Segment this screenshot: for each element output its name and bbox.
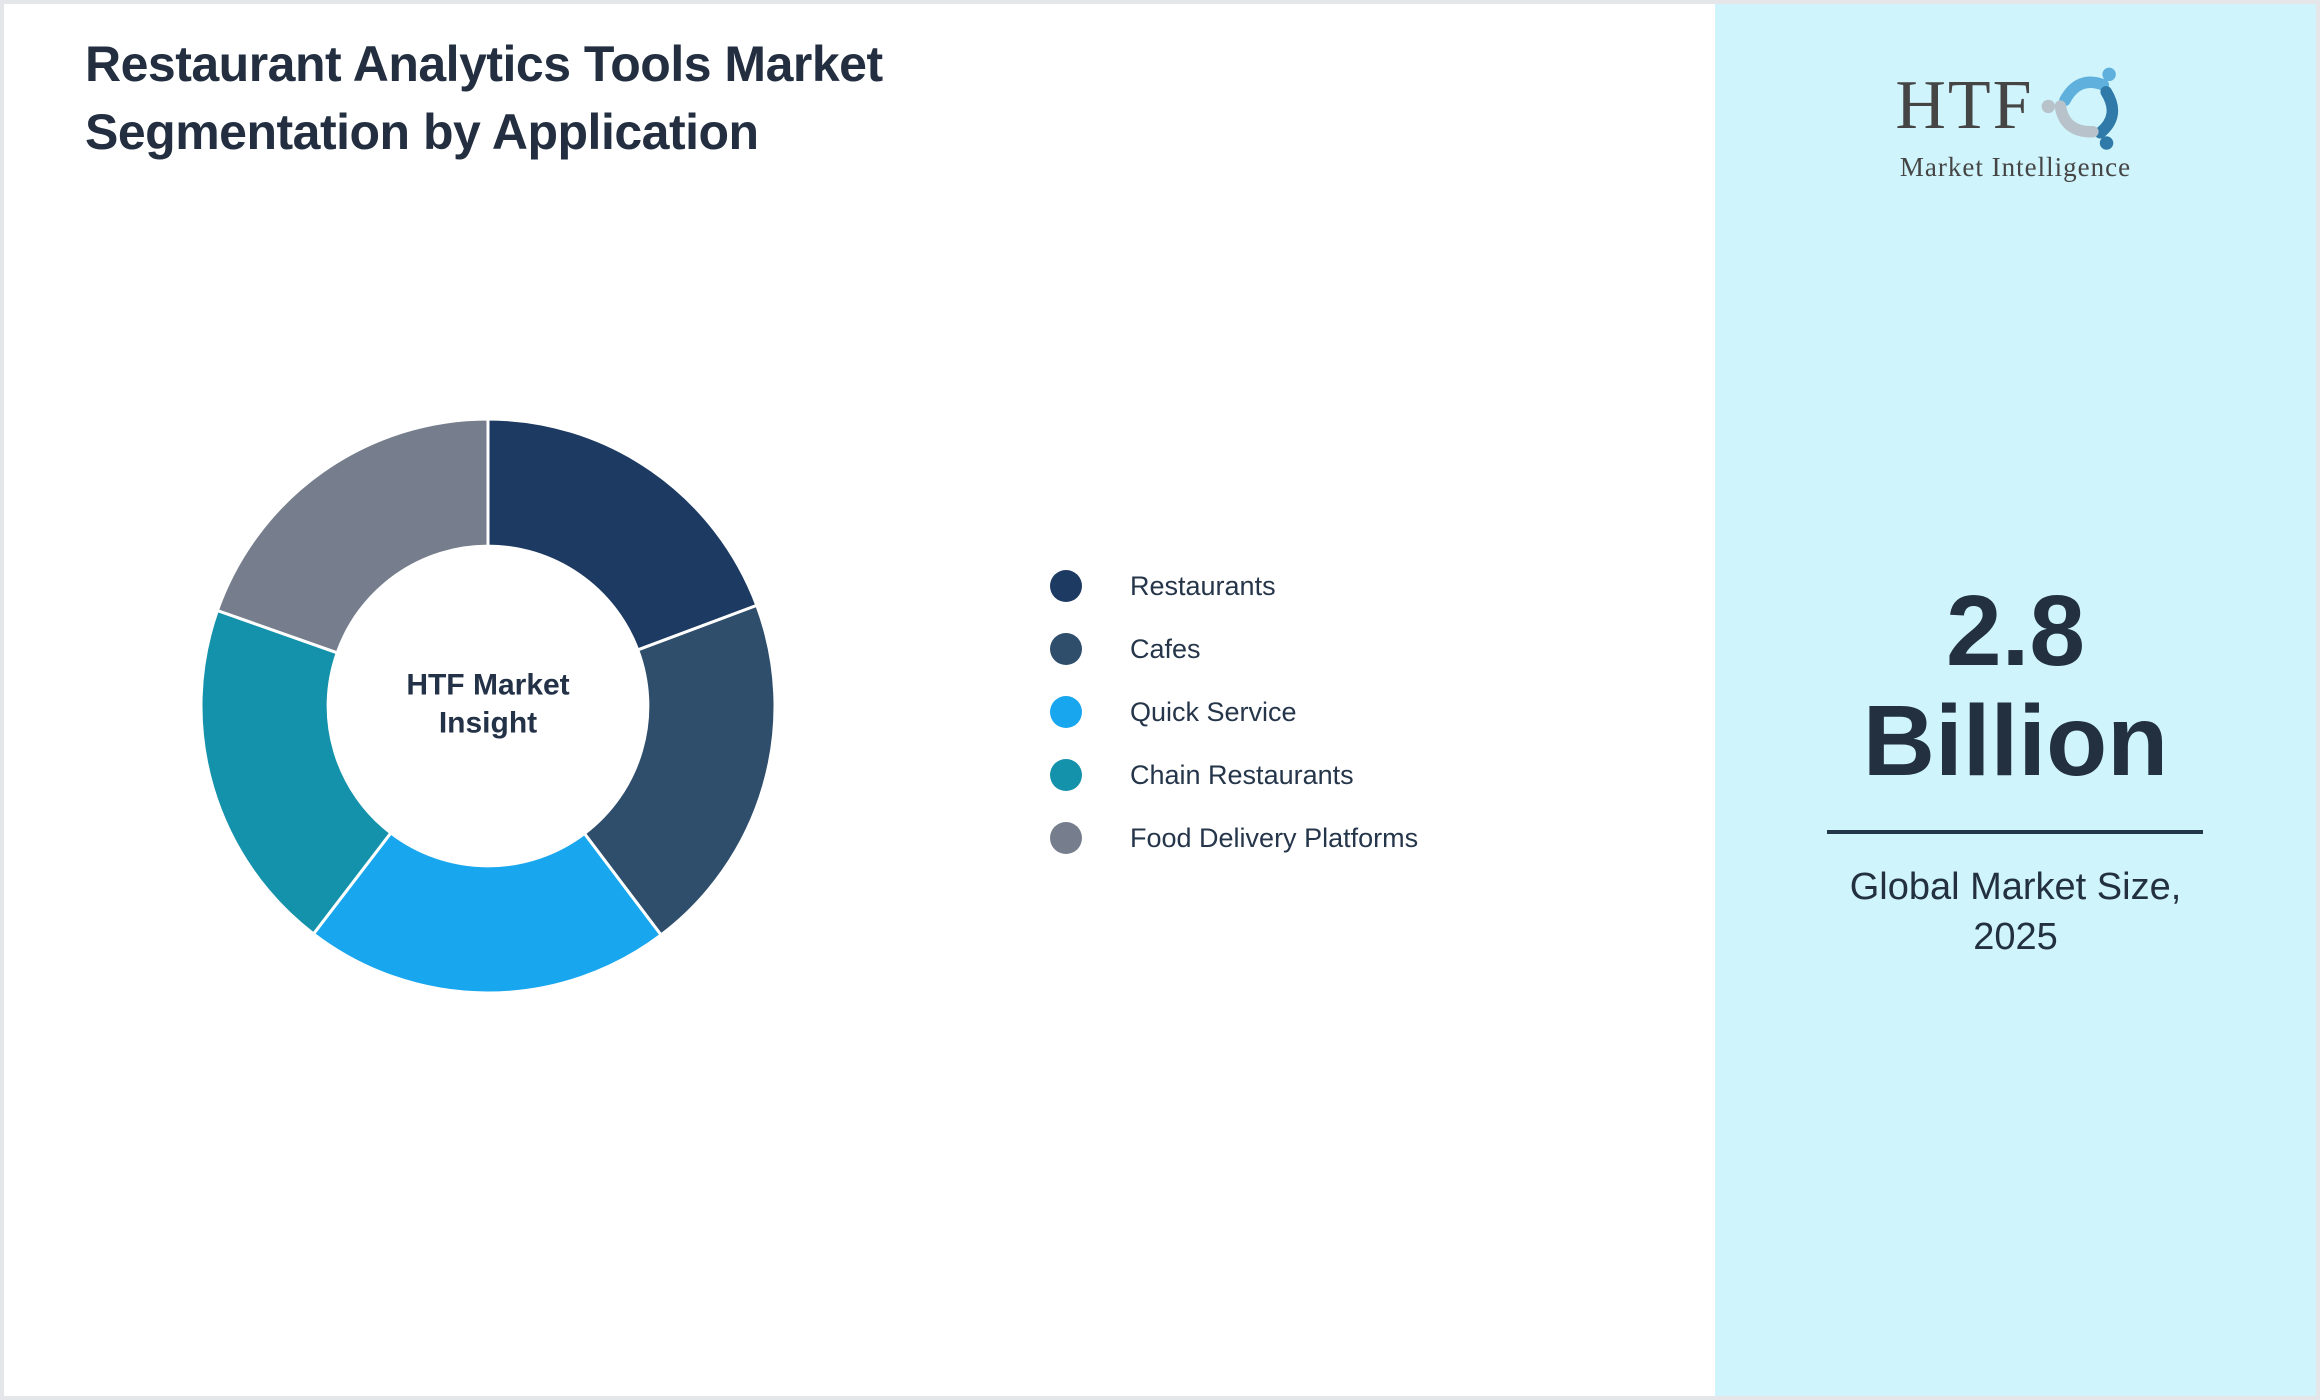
legend-label: Quick Service xyxy=(1130,696,1297,727)
market-size-caption-line2: 2025 xyxy=(1973,916,2058,958)
donut-segment-restaurants xyxy=(486,417,759,652)
donut-segment-quick-service xyxy=(311,830,664,995)
page-title: Restaurant Analytics Tools Market Segmen… xyxy=(85,30,883,166)
htf-logo: HTF xyxy=(1715,58,2316,154)
legend-color-dot xyxy=(1050,822,1082,854)
legend-label: Cafes xyxy=(1130,633,1201,664)
panel-divider xyxy=(1827,830,2203,834)
donut-center-label-line1: HTF Market xyxy=(406,668,570,702)
donut-segment-cafes xyxy=(582,603,777,938)
legend-item-cafes: Cafes xyxy=(1050,632,1418,666)
htf-logo-wordmark: HTF xyxy=(1895,67,2034,144)
donut-center-label-line2: Insight xyxy=(438,706,538,740)
market-size-caption: Global Market Size, 2025 xyxy=(1715,862,2316,962)
htf-logo-swirl-icon xyxy=(2041,67,2118,150)
market-size-value-number: 2.8 xyxy=(1945,575,2085,687)
legend-label: Food Delivery Platforms xyxy=(1130,822,1419,853)
legend-color-dot xyxy=(1050,759,1082,791)
donut-segment-chain-restaurants xyxy=(199,608,393,936)
legend-item-chain-restaurants: Chain Restaurants xyxy=(1050,758,1418,792)
donut-center-label: HTF Market Insight xyxy=(318,666,658,742)
legend-item-food-delivery-platforms: Food Delivery Platforms xyxy=(1050,821,1418,855)
legend-color-dot xyxy=(1050,696,1082,728)
legend-item-quick-service: Quick Service xyxy=(1050,695,1418,729)
donut-chart-svg xyxy=(199,417,777,995)
legend-label: Chain Restaurants xyxy=(1130,759,1354,790)
htf-logo-tagline: Market Intelligence xyxy=(1899,152,2132,182)
page-title-line2: Segmentation by Application xyxy=(85,104,759,160)
legend-item-restaurants: Restaurants xyxy=(1050,569,1418,603)
legend-color-dot xyxy=(1050,570,1082,602)
page-title-line1: Restaurant Analytics Tools Market xyxy=(85,36,883,92)
chart-legend: Restaurants Cafes Quick Service Chain Re… xyxy=(1050,569,1418,855)
market-size-value-unit: Billion xyxy=(1862,685,2169,797)
legend-color-dot xyxy=(1050,633,1082,665)
donut-chart: HTF Market Insight xyxy=(188,406,788,1006)
market-size-panel: HTF Market Intelligence 2.8 Billion xyxy=(1715,4,2316,1396)
market-size-caption-line1: Global Market Size, xyxy=(1849,866,2182,908)
legend-label: Restaurants xyxy=(1130,570,1276,601)
donut-segment-food-delivery-platforms xyxy=(215,417,490,655)
market-size-value: 2.8 Billion xyxy=(1715,576,2316,796)
